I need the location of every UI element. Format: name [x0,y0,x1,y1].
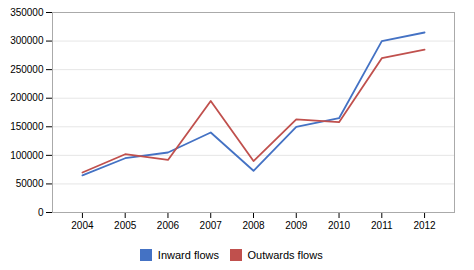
svg-text:2009: 2009 [285,220,308,231]
svg-text:2006: 2006 [157,220,180,231]
svg-text:2005: 2005 [114,220,137,231]
html-text:Outwards flows: Outwards flows [247,248,323,261]
svg-text:350000: 350000 [10,7,44,18]
svg-text:50000: 50000 [16,178,44,189]
svg-text:100000: 100000 [10,150,44,161]
svg-text:2008: 2008 [242,220,265,231]
svg-text:2012: 2012 [413,220,436,231]
svg-text:300000: 300000 [10,35,44,46]
svg-text:200000: 200000 [10,92,44,103]
html-text:Inward flows: Inward flows [157,248,219,261]
svg-text:2010: 2010 [328,220,351,231]
svg-text:2011: 2011 [371,220,393,231]
svg-text:250000: 250000 [10,64,44,75]
svg-text:150000: 150000 [10,121,44,132]
svg-text:2004: 2004 [71,220,94,231]
svg-text:0: 0 [38,207,44,218]
svg-text:2007: 2007 [200,220,223,231]
